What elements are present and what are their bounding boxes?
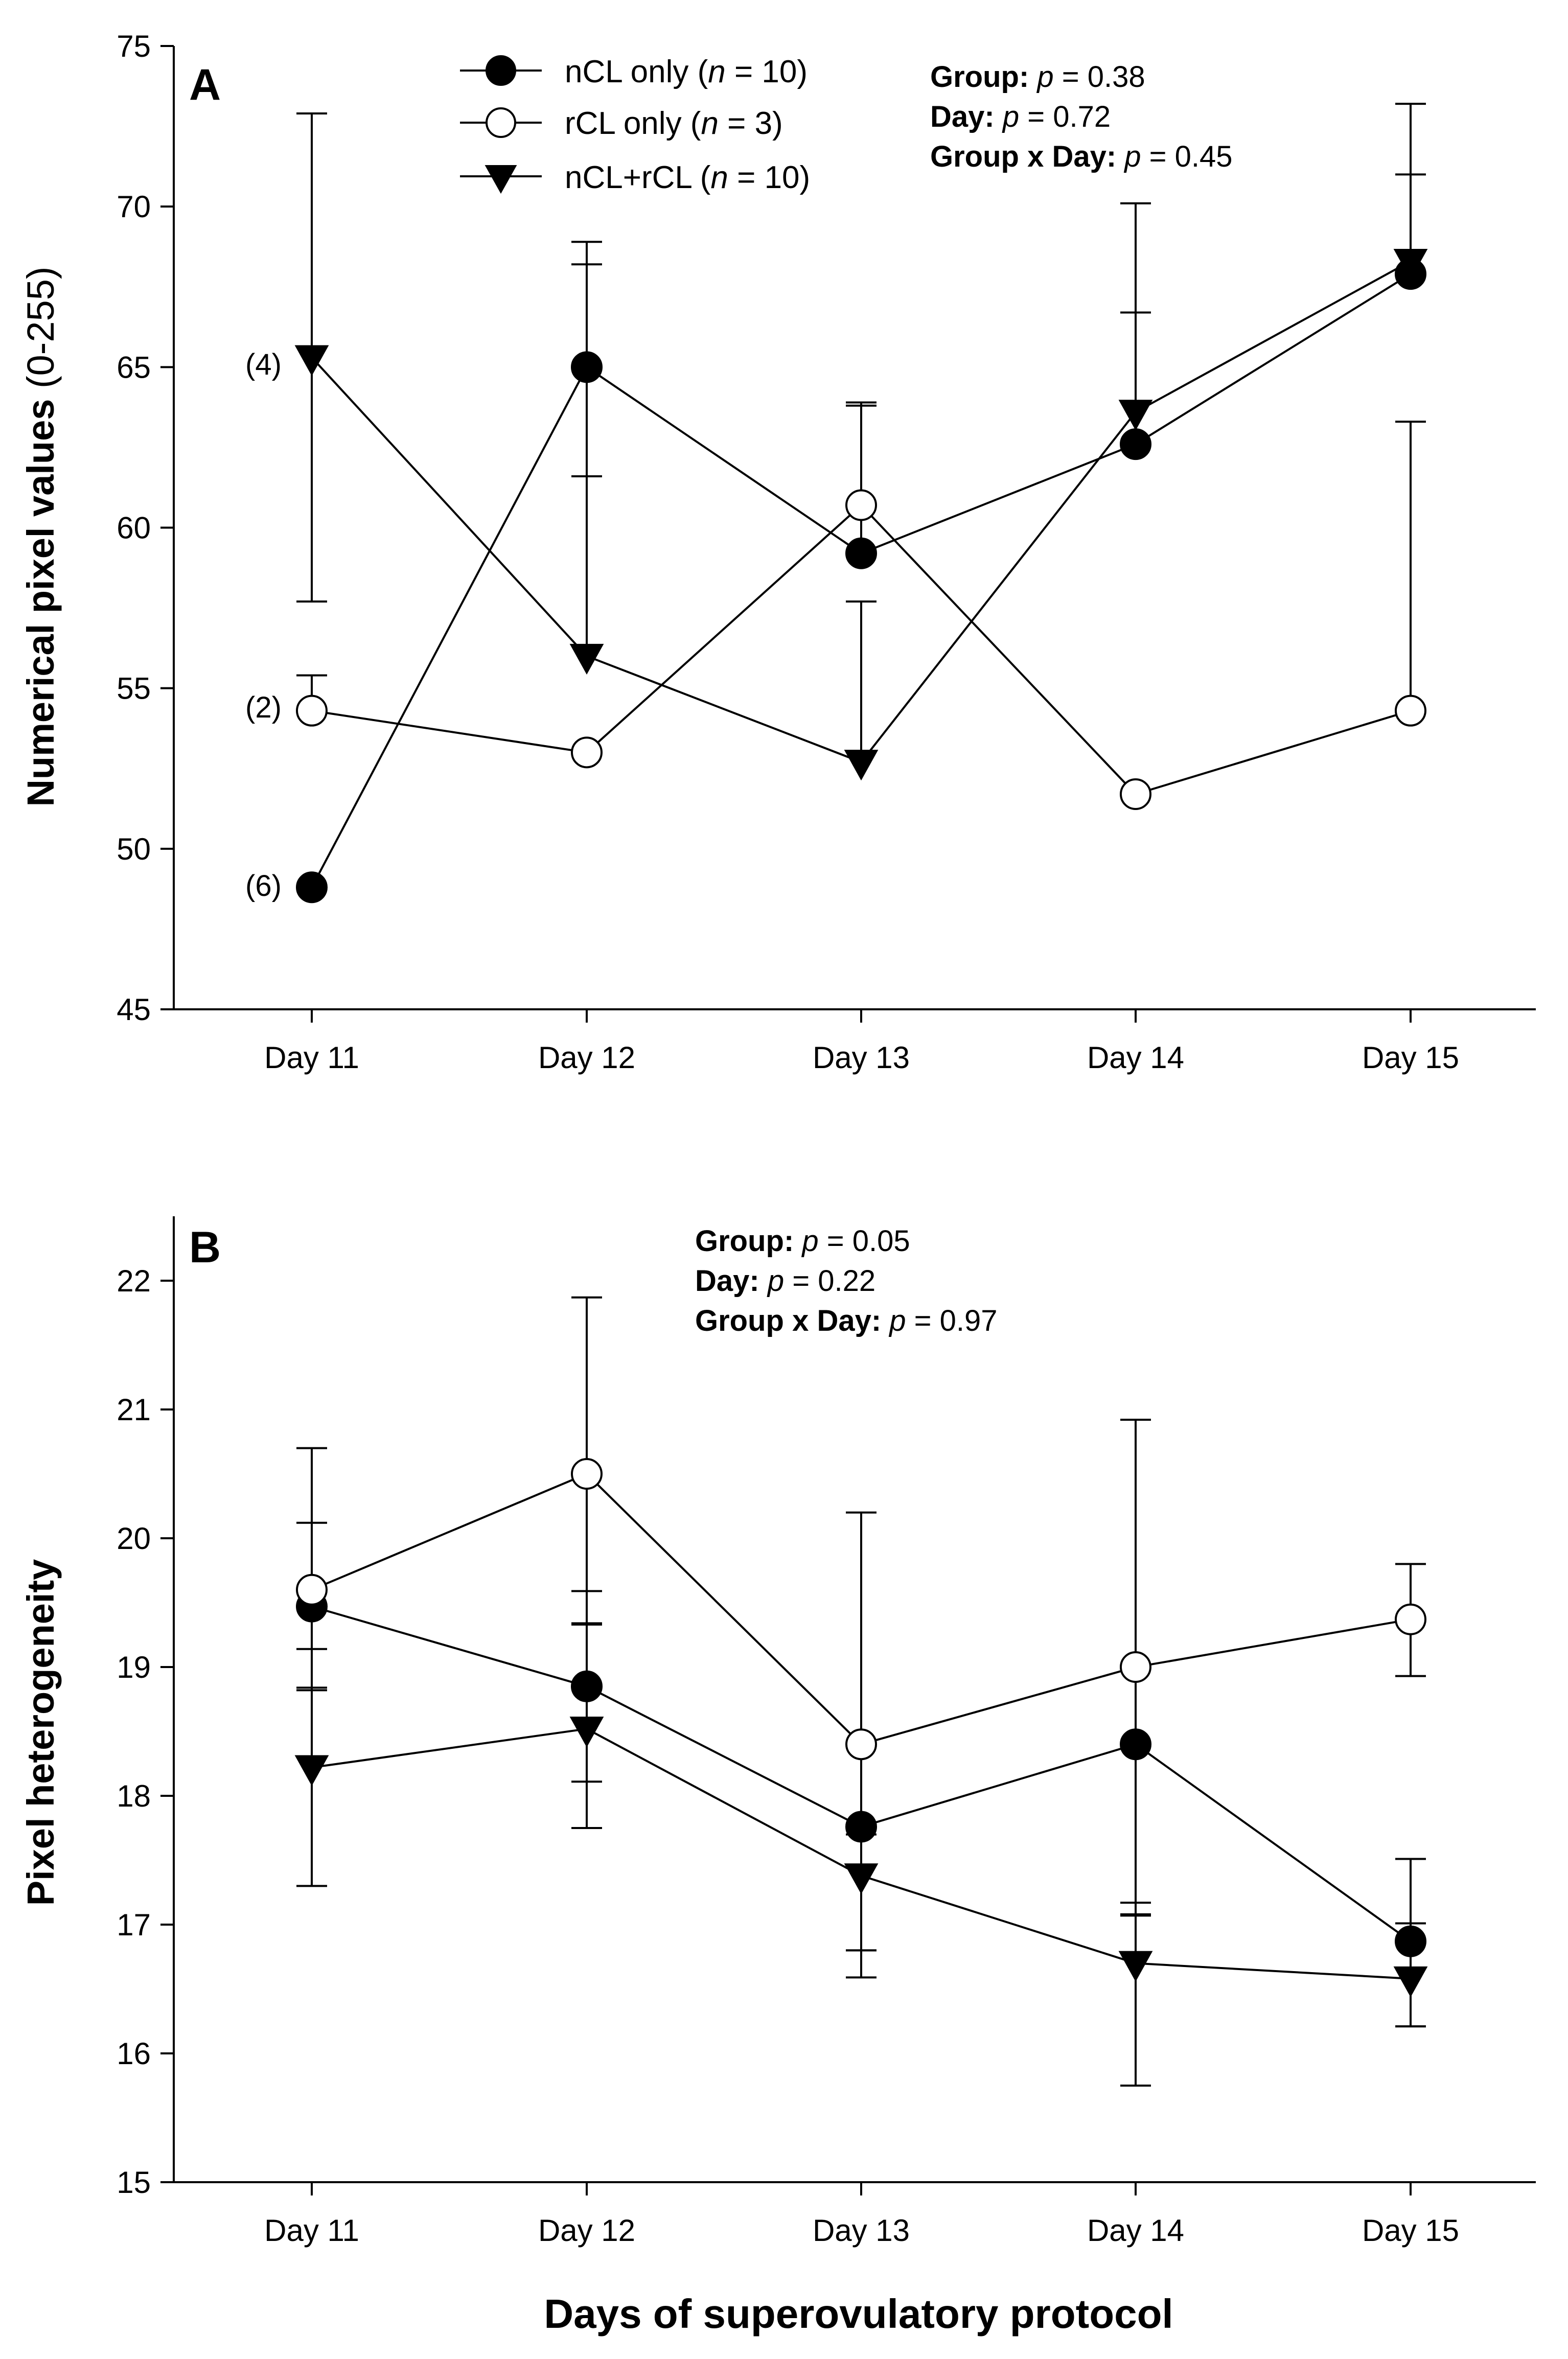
panel-a-x-tick-label: Day 12 <box>538 1040 635 1075</box>
panel-b-letter: B <box>189 1223 221 1272</box>
panel-a-plot-area: 45 50 55 60 65 70 75 Day 11 Day 12 Day 13 Day 14 Da… <box>117 29 1536 1075</box>
panel-b-point-rCL <box>1395 1603 1426 1635</box>
panel-b-x-tick-label: Day 11 <box>264 2213 359 2248</box>
panel-b-stats: Group: p = 0.05 Day: p = 0.22 Group x Da… <box>695 1224 998 1337</box>
panel-b-x-tick-label: Day 12 <box>538 2213 635 2248</box>
panel-b-y-tick-label: 17 <box>117 1908 151 1942</box>
panel-a-point-both <box>844 750 879 781</box>
panel-a-point-rCL <box>1120 778 1151 811</box>
panel-a-point-rCL <box>571 736 603 769</box>
panel-b-x-tick-label: Day 13 <box>813 2213 910 2248</box>
panel-b-y-tick-label: 16 <box>117 2037 151 2071</box>
panel-b-y-axis-label: Pixel heterogeneity <box>19 1559 62 1906</box>
annotation-n-6: (6) <box>245 869 282 903</box>
panel-a-point-rCL <box>1395 695 1426 727</box>
panel-b-y-tick-label: 15 <box>117 2165 151 2200</box>
panel-a-point-nCL <box>1120 428 1151 460</box>
annotation-n-2: (2) <box>245 691 282 724</box>
panel-b-stat-interaction: Group x Day: p = 0.97 <box>695 1304 998 1337</box>
panel-b-point-both <box>844 1863 879 1894</box>
panel-a-point-rCL <box>296 695 328 727</box>
panel-b-stat-day: Day: p = 0.22 <box>695 1264 875 1298</box>
legend: nCL only (n = 10) rCL only (n = 3) nCL+r… <box>460 54 810 195</box>
panel-b-y-tick-label: 22 <box>117 1264 151 1298</box>
panel-b-point-rCL <box>296 1574 328 1606</box>
panel-a-point-both <box>294 345 329 376</box>
legend-label-rcl: rCL only (n = 3) <box>565 106 783 141</box>
panel-a-stats: Group: p = 0.38 Day: p = 0.72 Group x Da… <box>930 60 1233 173</box>
panel-a-x-tick-label: Day 11 <box>264 1040 359 1075</box>
panel-a-point-both <box>1393 248 1428 280</box>
panel-a-point-nCL <box>571 351 603 383</box>
panel-a-chart: 45 50 55 60 65 70 75 Day 11 Day 12 Day 13 Day 14 Da… <box>19 29 1536 1075</box>
legend-label-ncl: nCL only (n = 10) <box>565 54 808 89</box>
legend-marker-rcl <box>486 107 516 138</box>
panel-a-stat-day: Day: p = 0.72 <box>930 100 1111 133</box>
panel-a-point-both <box>569 643 604 675</box>
panel-b-point-both <box>569 1716 604 1748</box>
panel-b-y-tick-label: 20 <box>117 1521 151 1556</box>
panel-b-y-tick-label: 21 <box>117 1393 151 1427</box>
panel-a-y-tick-label: 70 <box>117 190 151 224</box>
panel-a-x-tick-label: Day 15 <box>1362 1040 1459 1075</box>
panel-a-y-axis-label: Numerical pixel values (0-255) <box>19 266 62 806</box>
panel-b-point-both <box>1393 1966 1428 1997</box>
annotation-n-4: (4) <box>245 348 282 381</box>
panel-a-y-tick-label: 45 <box>117 992 151 1027</box>
panel-b-chart: 15 16 17 18 19 20 21 22 Day 11 Day 12 Day 13 Day 14… <box>19 1216 1536 2248</box>
panel-a-point-both <box>1118 400 1153 431</box>
panel-a-stat-group: Group: p = 0.38 <box>930 60 1145 94</box>
panel-b-point-nCL <box>571 1670 603 1702</box>
panel-a-y-tick-label: 75 <box>117 29 151 63</box>
panel-a-y-tick-label: 50 <box>117 832 151 866</box>
panel-a-y-tick-label: 60 <box>117 511 151 545</box>
panel-b-plot-area: 15 16 17 18 19 20 21 22 Day 11 Day 12 Day 13 Day 14… <box>117 1216 1536 2248</box>
x-axis-title: Days of superovulatory protocol <box>544 2291 1173 2337</box>
panel-a-y-tick-label: 55 <box>117 672 151 706</box>
panel-b-point-rCL <box>1120 1651 1151 1683</box>
panel-b-x-tick-label: Day 15 <box>1362 2213 1459 2248</box>
panel-b-point-nCL <box>1120 1728 1151 1761</box>
legend-marker-ncl <box>486 55 516 86</box>
legend-marker-both <box>485 165 517 194</box>
panel-a-point-nCL <box>296 871 328 904</box>
panel-a-x-tick-label: Day 13 <box>813 1040 910 1075</box>
panel-a-y-tick-label: 65 <box>117 350 151 384</box>
panel-b-x-tick-label: Day 14 <box>1087 2213 1184 2248</box>
panel-b-stat-group: Group: p = 0.05 <box>695 1224 910 1258</box>
panel-a-stat-interaction: Group x Day: p = 0.45 <box>930 140 1233 173</box>
panel-a-x-tick-label: Day 14 <box>1087 1040 1184 1075</box>
legend-label-both: nCL+rCL (n = 10) <box>565 160 810 195</box>
panel-b-point-rCL <box>845 1728 877 1761</box>
panel-b-y-tick-label: 18 <box>117 1779 151 1813</box>
panel-b-y-tick-label: 19 <box>117 1650 151 1684</box>
panel-b-point-nCL <box>1395 1925 1426 1957</box>
panel-a-point-rCL <box>845 489 877 521</box>
panel-b-point-both <box>294 1755 329 1786</box>
panel-b-point-both <box>1118 1951 1153 1982</box>
panel-b-point-rCL <box>571 1458 603 1490</box>
panel-a-letter: A <box>189 60 221 109</box>
panel-a-point-nCL <box>845 537 877 569</box>
panel-b-point-nCL <box>845 1811 877 1843</box>
